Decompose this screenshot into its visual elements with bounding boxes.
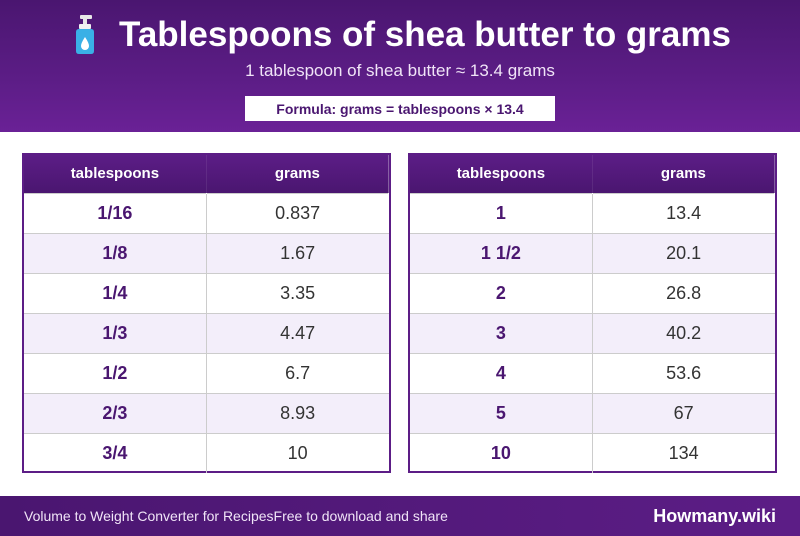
grams-cell: 13.4 [592, 192, 775, 233]
tablespoons-cell: 3/4 [24, 432, 207, 473]
tablespoons-cell: 1 1/2 [410, 232, 593, 273]
grams-cell: 1.67 [206, 232, 389, 273]
grams-cell: 8.93 [206, 392, 389, 433]
conversion-table-right: tablespoons grams 1 13.4 1 1/2 20.1 2 26.8 … [408, 153, 777, 473]
column-header-tablespoons: tablespoons [24, 155, 207, 193]
footer: Volume to Weight Converter for Recipes Fr… [0, 496, 800, 536]
table-row: 1/16 0.837 [24, 192, 389, 233]
grams-cell: 67 [592, 392, 775, 433]
table: tablespoons grams 1/16 0.837 1/8 1.67 1/4 3… [24, 155, 390, 473]
table-row: 1/4 3.35 [24, 272, 389, 313]
tablespoons-cell: 5 [410, 392, 593, 433]
grams-cell: 4.47 [206, 312, 389, 353]
table-row: 4 53.6 [410, 352, 775, 393]
tablespoons-cell: 2/3 [24, 392, 207, 433]
tablespoons-cell: 1/3 [24, 312, 207, 353]
grams-cell: 0.837 [206, 192, 389, 233]
tablespoons-cell: 2 [410, 272, 593, 313]
formula-box: Formula: grams = tablespoons × 13.4 [245, 96, 555, 121]
brand-logo-text[interactable]: Howmany.wiki [653, 506, 776, 526]
table-row: 1/2 6.7 [24, 352, 389, 393]
conversion-table-left: tablespoons grams 1/16 0.837 1/8 1.67 1/4 3… [22, 153, 391, 473]
subtitle: 1 tablespoon of shea butter ≈ 13.4 grams [245, 61, 555, 80]
tablespoons-cell: 1/16 [24, 192, 207, 233]
grams-cell: 3.35 [206, 272, 389, 313]
table-row: 1 13.4 [410, 192, 775, 233]
table-row: 10 134 [410, 432, 775, 473]
grams-cell: 6.7 [206, 352, 389, 393]
grams-cell: 10 [206, 432, 389, 473]
table-row: 1/8 1.67 [24, 232, 389, 273]
table-header-row: tablespoons grams [24, 155, 390, 193]
table-row: 3/4 10 [24, 432, 389, 473]
grams-cell: 134 [592, 432, 775, 473]
table-row: 2/3 8.93 [24, 392, 389, 433]
footer-tagline: Free to download and share [273, 508, 448, 524]
table-header-row: tablespoons grams [410, 155, 776, 193]
table-row: 1/3 4.47 [24, 312, 389, 353]
grams-cell: 53.6 [592, 352, 775, 393]
grams-cell: 40.2 [592, 312, 775, 353]
table: tablespoons grams 1 13.4 1 1/2 20.1 2 26.8 … [410, 155, 776, 473]
column-header-grams: grams [592, 155, 776, 193]
table-row: 3 40.2 [410, 312, 775, 353]
header: Tablespoons of shea butter to grams 1 ta… [0, 0, 800, 132]
lotion-bottle-icon [69, 15, 101, 55]
tablespoons-cell: 10 [410, 432, 593, 473]
grams-cell: 26.8 [592, 272, 775, 313]
tablespoons-cell: 3 [410, 312, 593, 353]
table-row: 1 1/2 20.1 [410, 232, 775, 273]
tablespoons-cell: 1/2 [24, 352, 207, 393]
table-row: 2 26.8 [410, 272, 775, 313]
tablespoons-cell: 1 [410, 192, 593, 233]
tablespoons-cell: 1/8 [24, 232, 207, 273]
grams-cell: 20.1 [592, 232, 775, 273]
tablespoons-cell: 1/4 [24, 272, 207, 313]
page-title: Tablespoons of shea butter to grams [119, 15, 731, 54]
title-row: Tablespoons of shea butter to grams [0, 12, 800, 58]
table-row: 5 67 [410, 392, 775, 433]
column-header-tablespoons: tablespoons [410, 155, 593, 193]
column-header-grams: grams [206, 155, 390, 193]
footer-converter-name: Volume to Weight Converter for Recipes [24, 508, 274, 524]
tablespoons-cell: 4 [410, 352, 593, 393]
